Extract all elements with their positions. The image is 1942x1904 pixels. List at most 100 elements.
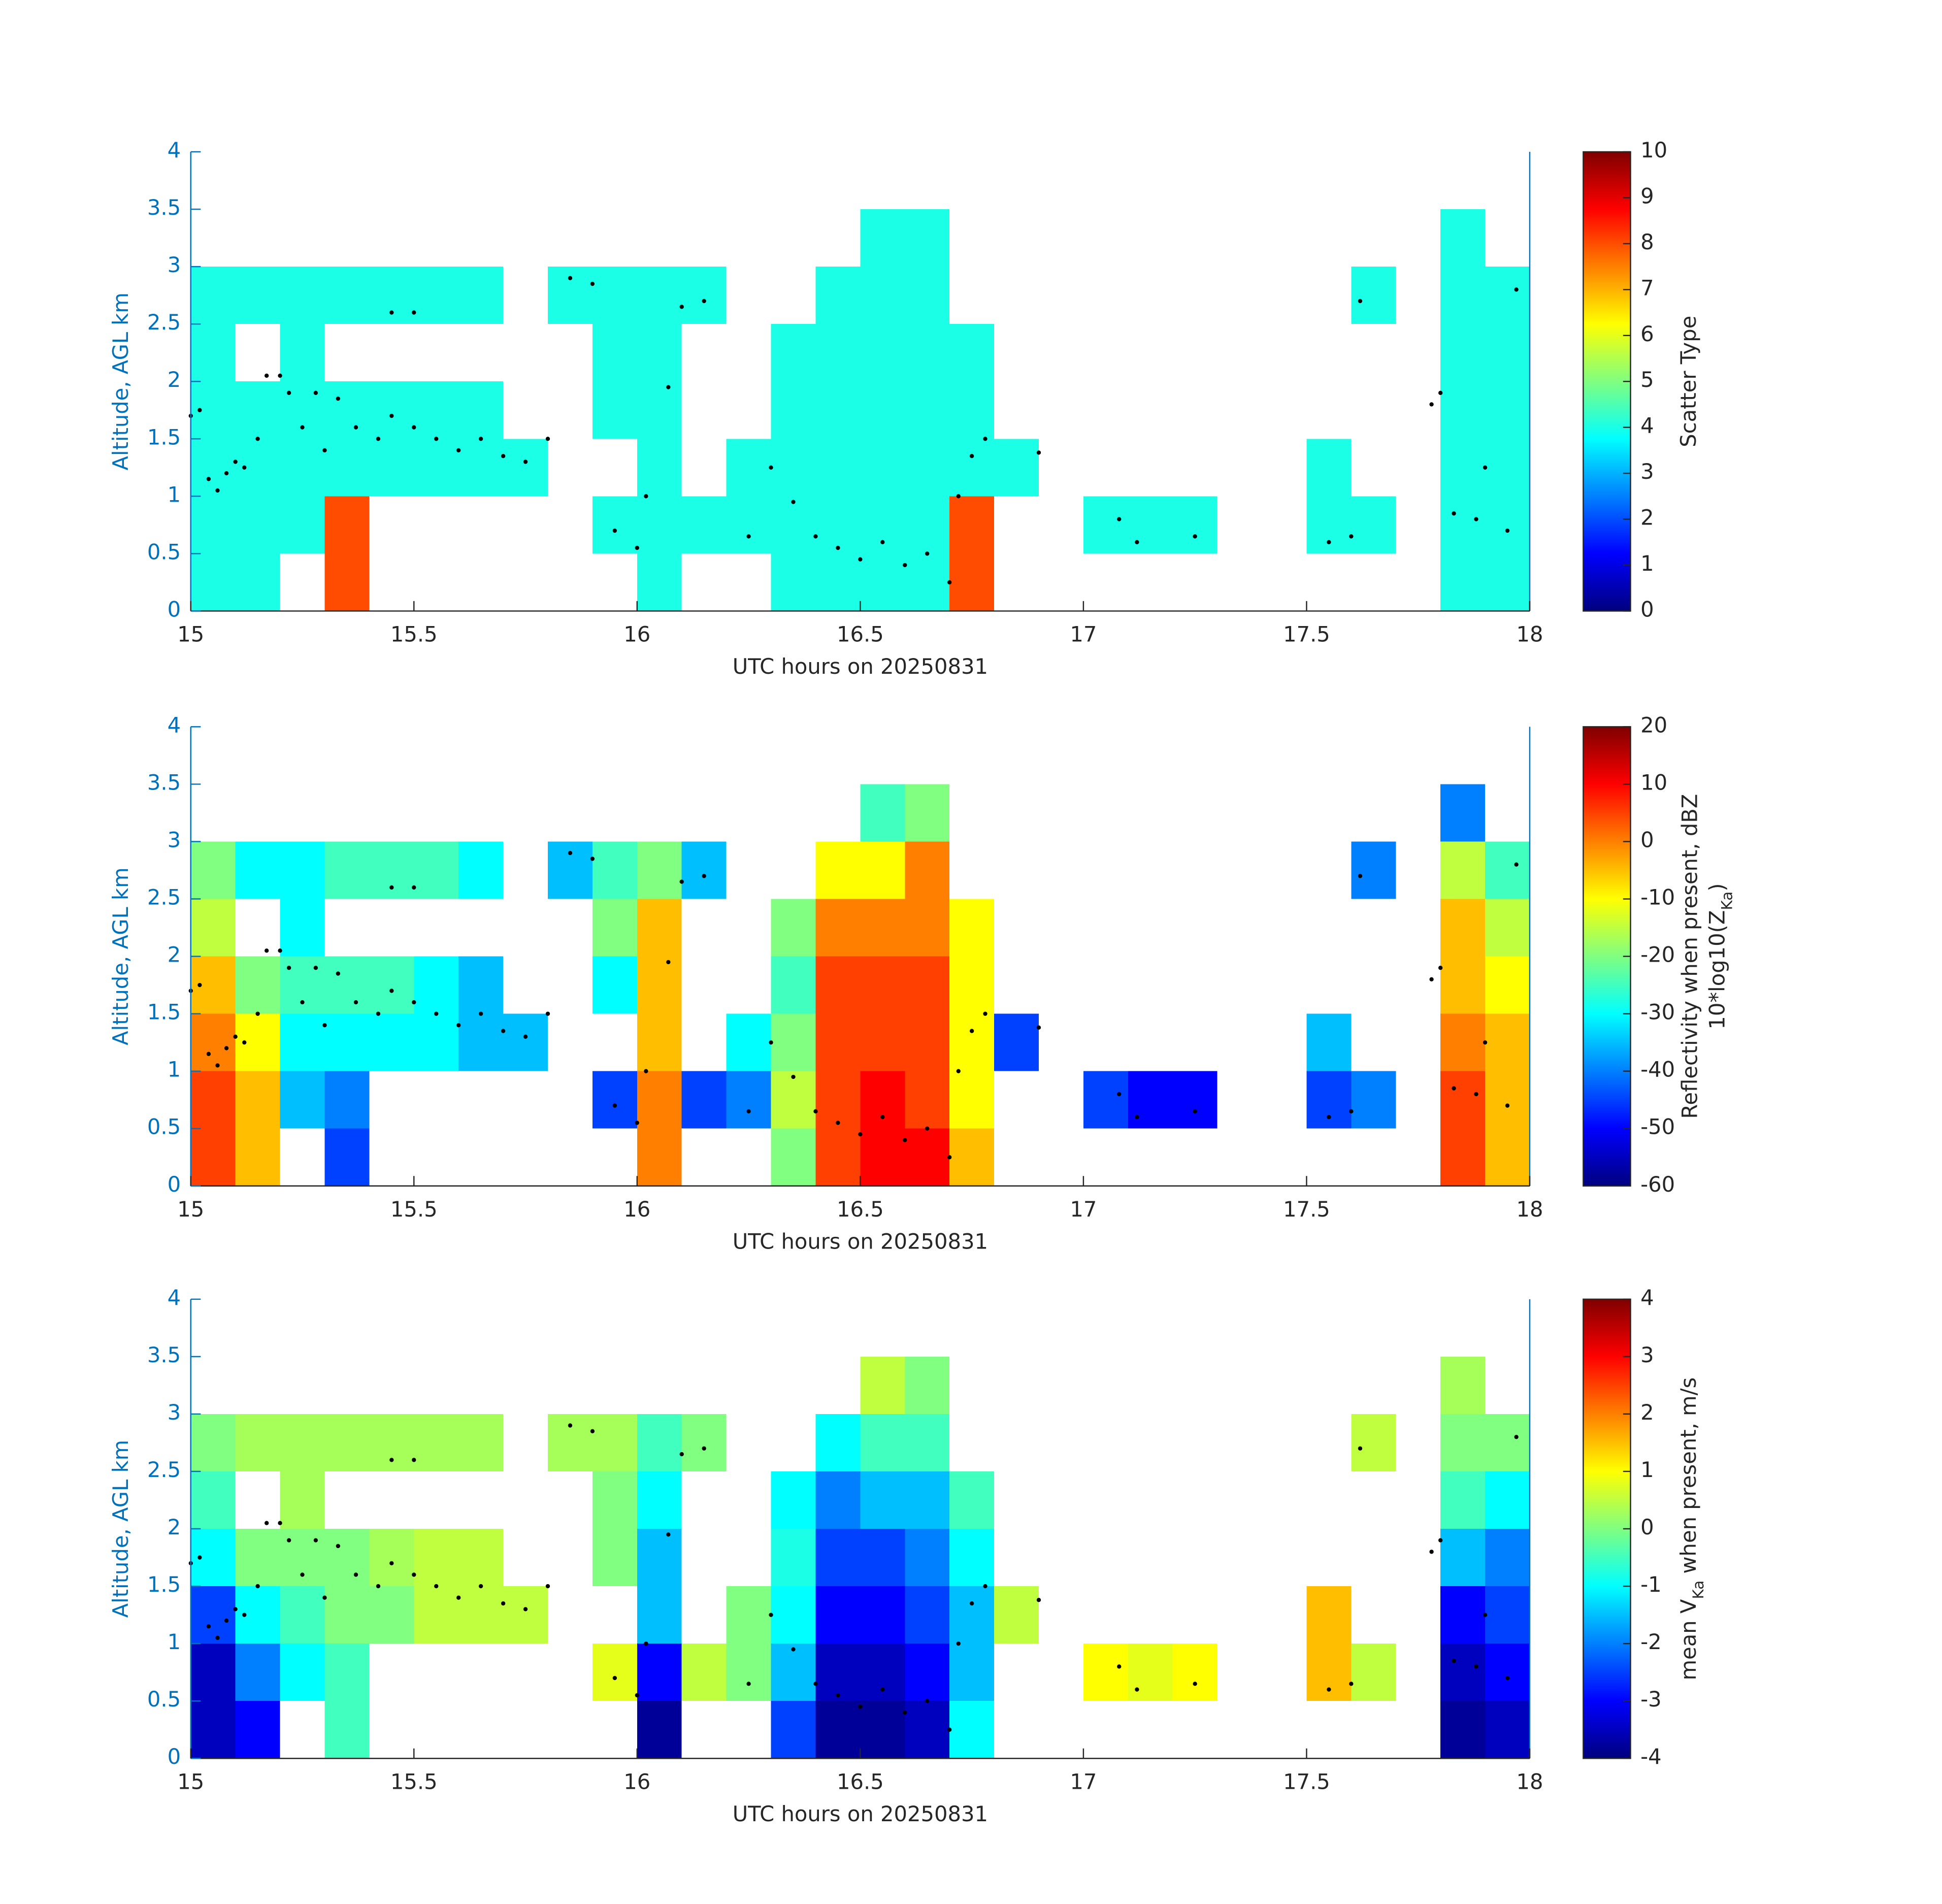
cloud-base-dot — [233, 1034, 238, 1039]
x-tick-label: 17 — [1070, 1769, 1097, 1794]
heat-cell — [815, 381, 861, 439]
x-tick-label: 15 — [177, 621, 204, 646]
heat-cell — [190, 899, 236, 957]
heat-cell — [280, 324, 325, 382]
heat-cell — [771, 899, 816, 957]
cloud-base-dot — [590, 1429, 595, 1434]
heat-cell — [414, 1414, 459, 1471]
heat-cell — [414, 1586, 459, 1644]
y-tick-label: 3 — [168, 827, 181, 852]
cloud-base-dot — [242, 1613, 247, 1617]
heat-cell — [235, 439, 280, 497]
colorbar-label-part: mean V — [1676, 1599, 1701, 1680]
heat-cell — [771, 1013, 816, 1071]
heat-cell — [1440, 956, 1486, 1014]
cloud-base-dot — [215, 488, 220, 493]
colorbar — [1583, 151, 1631, 612]
heat-cell — [637, 439, 682, 497]
heat-cell — [280, 439, 325, 497]
heat-cell — [235, 553, 280, 611]
y-tick-label: 1 — [168, 1057, 181, 1082]
heat-cell — [771, 1471, 816, 1529]
heat-cell — [1485, 899, 1530, 957]
heat-cell — [458, 267, 504, 324]
heat-cell — [235, 267, 280, 324]
x-tick-label: 15.5 — [390, 1197, 438, 1222]
heat-cell — [637, 1701, 682, 1759]
y-tick-label: 4 — [168, 1285, 181, 1310]
heat-cell — [771, 381, 816, 439]
heat-cell — [905, 1586, 950, 1644]
heat-cell — [190, 956, 236, 1014]
heat-cell — [637, 1071, 682, 1129]
colorbar-tick-label: 1 — [1640, 1457, 1654, 1482]
heat-cell — [324, 267, 370, 324]
heat-cell — [771, 1586, 816, 1644]
y-tick-label: 0.5 — [147, 1687, 181, 1712]
heat-cell — [1306, 1586, 1352, 1644]
cloud-base-dot — [206, 1052, 211, 1056]
cloud-base-dot — [666, 385, 671, 389]
heat-cell — [815, 956, 861, 1014]
cloud-base-dot — [434, 1011, 439, 1016]
cloud-base-dot — [255, 437, 260, 441]
heat-cell — [860, 1414, 905, 1471]
cloud-base-dot — [983, 1584, 988, 1589]
cloud-base-dot — [612, 1103, 617, 1108]
cloud-base-dot — [880, 1114, 885, 1120]
cloud-base-dot — [813, 1109, 818, 1113]
heat-cell — [815, 1586, 861, 1644]
cloud-base-dot — [880, 540, 885, 544]
heat-cell — [1306, 439, 1352, 497]
heat-cell — [1306, 1013, 1352, 1071]
heat-cell — [1485, 1128, 1530, 1186]
heat-cell — [190, 267, 236, 324]
cloud-base-dot — [255, 1011, 260, 1016]
heat-cell — [860, 381, 905, 439]
colorbar-tick-label: -2 — [1640, 1629, 1662, 1654]
colorbar-tick-label: -20 — [1640, 942, 1675, 967]
cloud-base-dot — [635, 1693, 639, 1698]
colorbar-label-part: Ka — [1690, 1581, 1707, 1599]
heat-cell — [905, 841, 950, 899]
cloud-base-dot — [925, 551, 930, 556]
heat-cell — [905, 1529, 950, 1587]
heat-cell — [1440, 1529, 1486, 1587]
cloud-base-dot — [1483, 465, 1488, 470]
heat-cell — [905, 553, 950, 611]
cloud-base-dot — [791, 1074, 796, 1079]
heat-cell — [324, 553, 370, 611]
heat-cell — [235, 381, 280, 439]
cloud-base-dot — [1117, 517, 1122, 521]
colorbar-label-part: when present, m/s — [1676, 1377, 1701, 1581]
heat-cell — [190, 1529, 236, 1587]
cloud-base-dot — [925, 1126, 930, 1131]
cloud-base-dot — [679, 305, 684, 309]
cloud-base-dot — [353, 425, 358, 430]
cloud-base-dot — [1358, 1446, 1363, 1451]
heat-cell — [324, 956, 370, 1014]
cloud-base-dot — [278, 1521, 282, 1525]
heat-cell — [324, 381, 370, 439]
heat-cell — [815, 899, 861, 957]
cloud-base-dot — [376, 1584, 381, 1589]
cloud-base-dot — [746, 1682, 751, 1686]
y-tick-label: 3 — [168, 252, 181, 277]
cloud-base-dot — [956, 1069, 961, 1073]
heat-cell — [860, 1356, 905, 1414]
heat-cell — [190, 553, 236, 611]
y-tick-label: 1.5 — [147, 1572, 181, 1597]
heat-cell — [324, 841, 370, 899]
heat-cell — [1306, 496, 1352, 554]
cloud-base-dot — [389, 310, 394, 315]
heat-cell — [1485, 1471, 1530, 1529]
heat-cell — [1351, 1414, 1396, 1471]
heat-cell — [905, 1013, 950, 1071]
heat-cell — [637, 553, 682, 611]
cloud-base-dot — [956, 494, 961, 499]
heat-cell — [949, 324, 995, 382]
heat-cell — [771, 1644, 816, 1701]
heat-cell — [1440, 1356, 1486, 1414]
